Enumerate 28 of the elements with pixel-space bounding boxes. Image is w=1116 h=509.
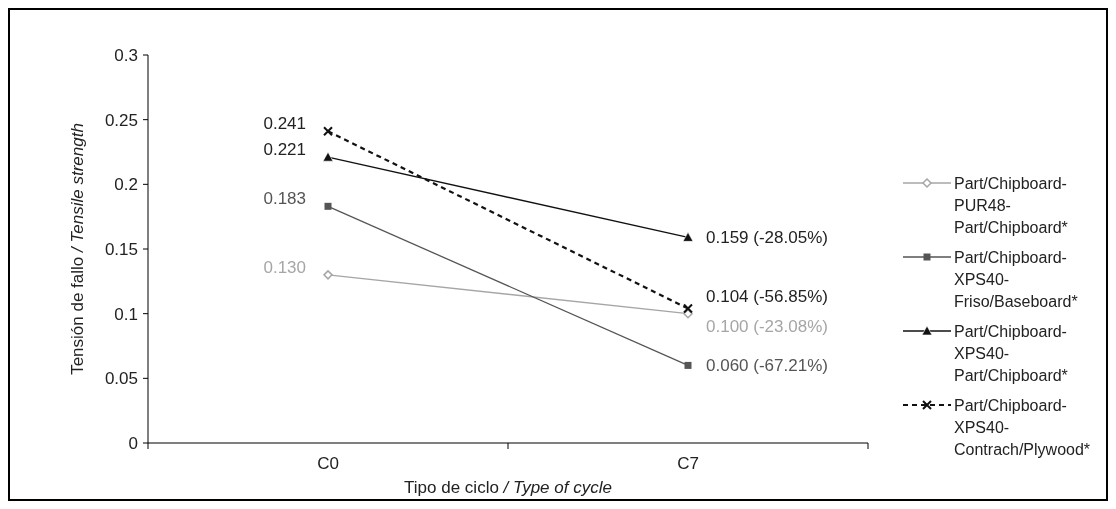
y-tick-label: 0 <box>128 433 138 453</box>
legend-label: Part/Chipboard-XPS40-Part/Chipboard* <box>954 322 1068 384</box>
x-axis-title: Tipo de ciclo / Type of cycle <box>404 478 612 497</box>
data-label: 0.130 <box>263 257 306 277</box>
data-label: 0.183 <box>263 189 306 209</box>
y-tick-label: 0.25 <box>104 110 138 130</box>
x-tick-label: C0 <box>317 454 339 473</box>
x-tick-label: C7 <box>677 454 699 473</box>
point <box>323 270 333 280</box>
point <box>323 126 333 137</box>
data-label: 0.221 <box>263 140 306 160</box>
legend-label: Part/Chipboard-XPS40-Friso/Baseboard* <box>954 248 1078 310</box>
legend-label: Part/Chipboard-PUR48-Part/Chipboard* <box>954 174 1068 236</box>
data-label: 0.241 <box>263 114 306 134</box>
point <box>324 202 332 210</box>
y-tick-label: 0.05 <box>104 369 138 389</box>
legend-label: Part/Chipboard-XPS40-Contrach/Plywood* <box>954 396 1091 458</box>
data-label: 0.060 (-67.21%) <box>706 356 828 376</box>
point <box>684 361 692 369</box>
y-tick-label: 0.2 <box>114 175 138 195</box>
data-label: 0.159 (-28.05%) <box>706 228 828 248</box>
y-tick-label: 0.3 <box>114 45 138 65</box>
data-label: 0.100 (-23.08%) <box>706 316 828 336</box>
point <box>683 303 693 314</box>
y-tick-label: 0.15 <box>104 239 138 259</box>
y-axis-title: Tensión de fallo / Tensile strength <box>68 123 87 375</box>
y-tick-label: 0.1 <box>114 304 138 324</box>
data-label: 0.104 (-56.85%) <box>706 287 828 307</box>
